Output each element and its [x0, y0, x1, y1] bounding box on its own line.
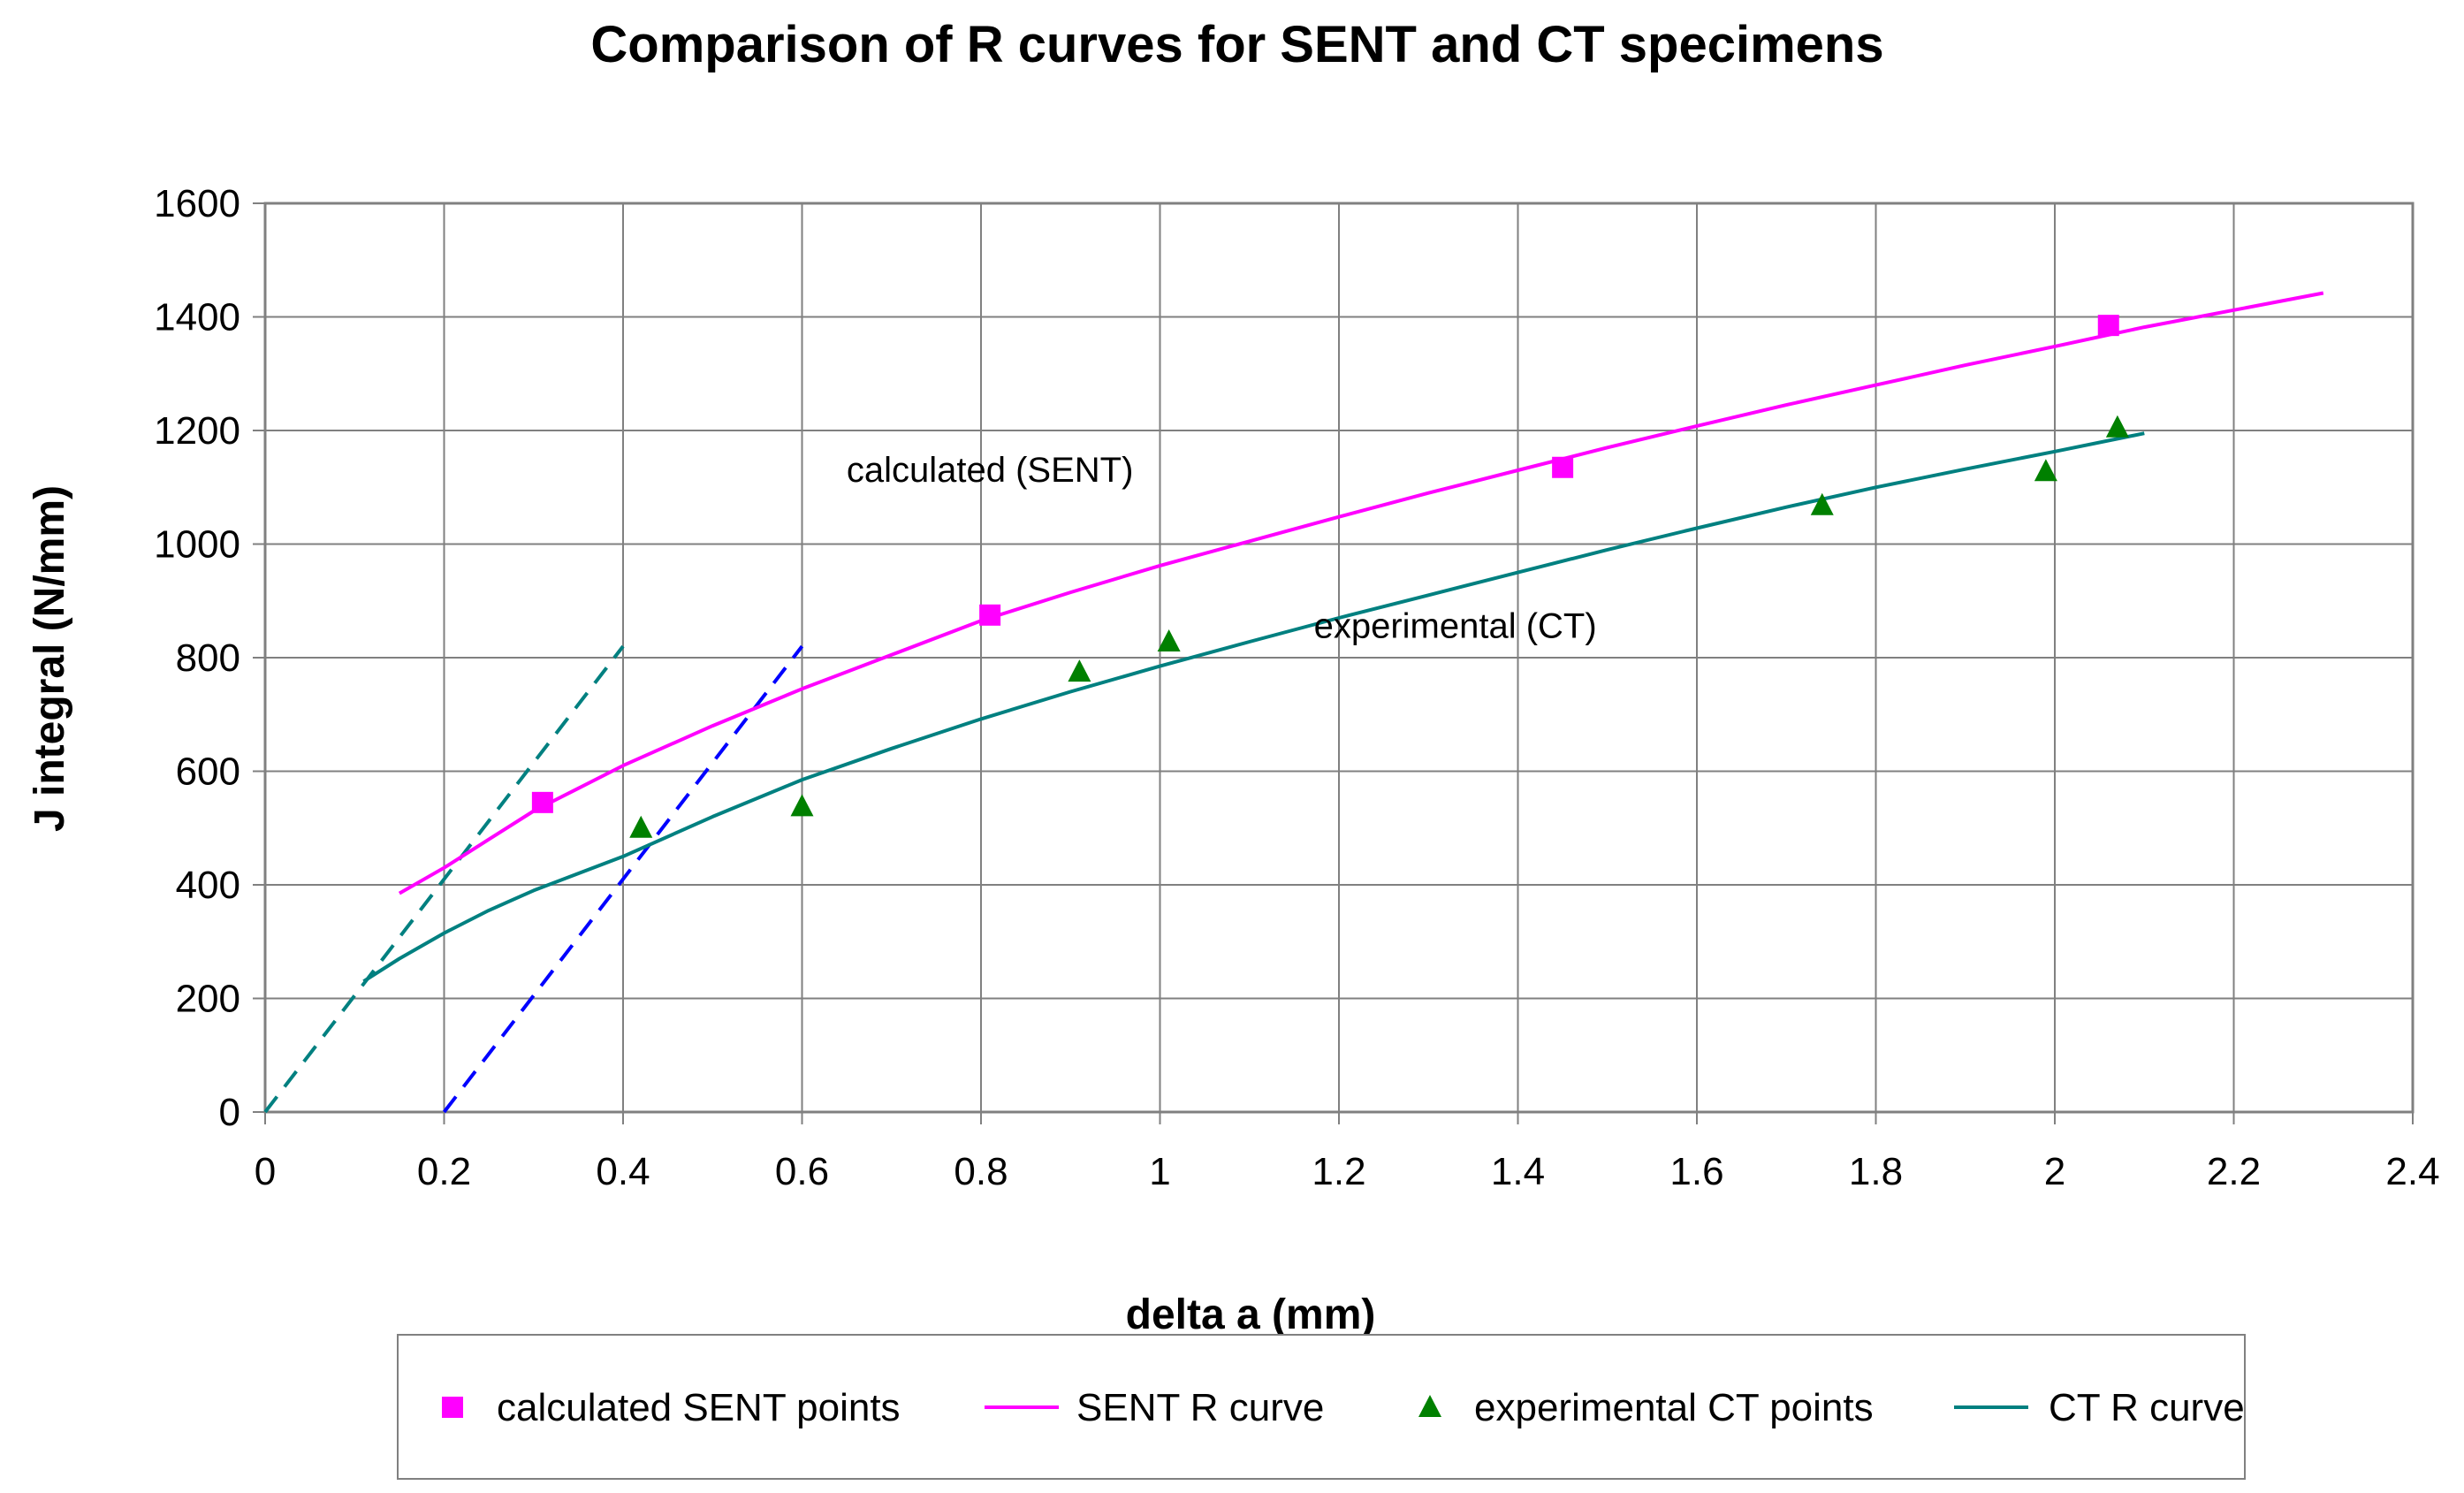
- x-tick-labels: 0 0.2 0.4 0.6 0.8 1 1.2 1.4 1.6 1.8 2 2.2 2.4: [255, 1150, 2440, 1193]
- construction-lines: [263, 644, 804, 1114]
- data-point-triangle: [2105, 415, 2129, 438]
- legend-label: SENT R curve: [1076, 1386, 1324, 1429]
- x-tick-label: 2.4: [2385, 1150, 2439, 1193]
- x-tick-label: 0.8: [954, 1150, 1008, 1193]
- x-tick-label: 0.4: [596, 1150, 650, 1193]
- x-tick-label: 1.6: [1669, 1150, 1723, 1193]
- construction-line: [263, 644, 625, 1114]
- x-tick-label: 0: [255, 1150, 276, 1193]
- legend-label: calculated SENT points: [497, 1386, 901, 1429]
- series-line: [362, 431, 2145, 983]
- x-tick-label: 0.2: [417, 1150, 471, 1193]
- data-point-square: [2097, 315, 2119, 337]
- legend-box: [397, 1334, 2246, 1480]
- x-tick-label: 1: [1149, 1150, 1170, 1193]
- y-tick-label: 600: [176, 750, 240, 794]
- legend-items: calculated SENT points SENT R curve experi…: [442, 1386, 2245, 1429]
- construction-line: [442, 644, 804, 1114]
- data-point-triangle: [1810, 492, 1834, 515]
- y-tick-label: 1200: [154, 409, 240, 453]
- data-point-triangle: [1157, 629, 1181, 652]
- annotation-label: calculated (SENT): [847, 451, 1134, 490]
- y-tick-label: 1400: [154, 296, 240, 339]
- y-tick-label: 0: [219, 1091, 240, 1134]
- legend-label: experimental CT points: [1474, 1386, 1874, 1429]
- annotations: calculated (SENT) experimental (CT): [847, 451, 1597, 646]
- x-tick-label: 1.4: [1491, 1150, 1545, 1193]
- legend-triangle-swatch: [1418, 1395, 1441, 1417]
- series-lines: [362, 291, 2324, 983]
- x-tick-label: 1.8: [1849, 1150, 1903, 1193]
- x-tick-label: 2.2: [2207, 1150, 2261, 1193]
- y-tick-labels: 0 200 400 600 800 1000 1200 1400 1600: [154, 182, 240, 1134]
- series-line: [398, 291, 2324, 895]
- x-tick-label: 0.6: [775, 1150, 829, 1193]
- y-tick-label: 200: [176, 978, 240, 1021]
- data-point-square: [1552, 456, 1574, 478]
- legend: calculated SENT points SENT R curve experi…: [397, 1334, 2246, 1480]
- y-tick-label: 800: [176, 636, 240, 680]
- legend-square-swatch: [442, 1397, 463, 1418]
- series-markers: [531, 315, 2129, 838]
- legend-label: CT R curve: [2049, 1386, 2245, 1429]
- data-point-square: [531, 791, 553, 813]
- y-tick-label: 1600: [154, 182, 240, 225]
- y-tick-label: 1000: [154, 523, 240, 567]
- y-tick-label: 400: [176, 864, 240, 907]
- data-point-triangle: [790, 794, 814, 817]
- data-point-triangle: [1068, 659, 1091, 682]
- y-axis-label: J integral (N/mm): [27, 485, 73, 832]
- x-tick-label: 2: [2044, 1150, 2065, 1193]
- data-point-triangle: [2034, 459, 2057, 482]
- chart-title: Comparison of R curves for SENT and CT s…: [590, 16, 1883, 73]
- annotation-label: experimental (CT): [1314, 607, 1597, 646]
- grid-horizontal: [253, 202, 2413, 1113]
- data-point-triangle: [629, 815, 653, 838]
- x-axis-label: delta a (mm): [1126, 1291, 1376, 1338]
- data-point-square: [979, 604, 1001, 626]
- x-tick-label: 1.2: [1312, 1150, 1365, 1193]
